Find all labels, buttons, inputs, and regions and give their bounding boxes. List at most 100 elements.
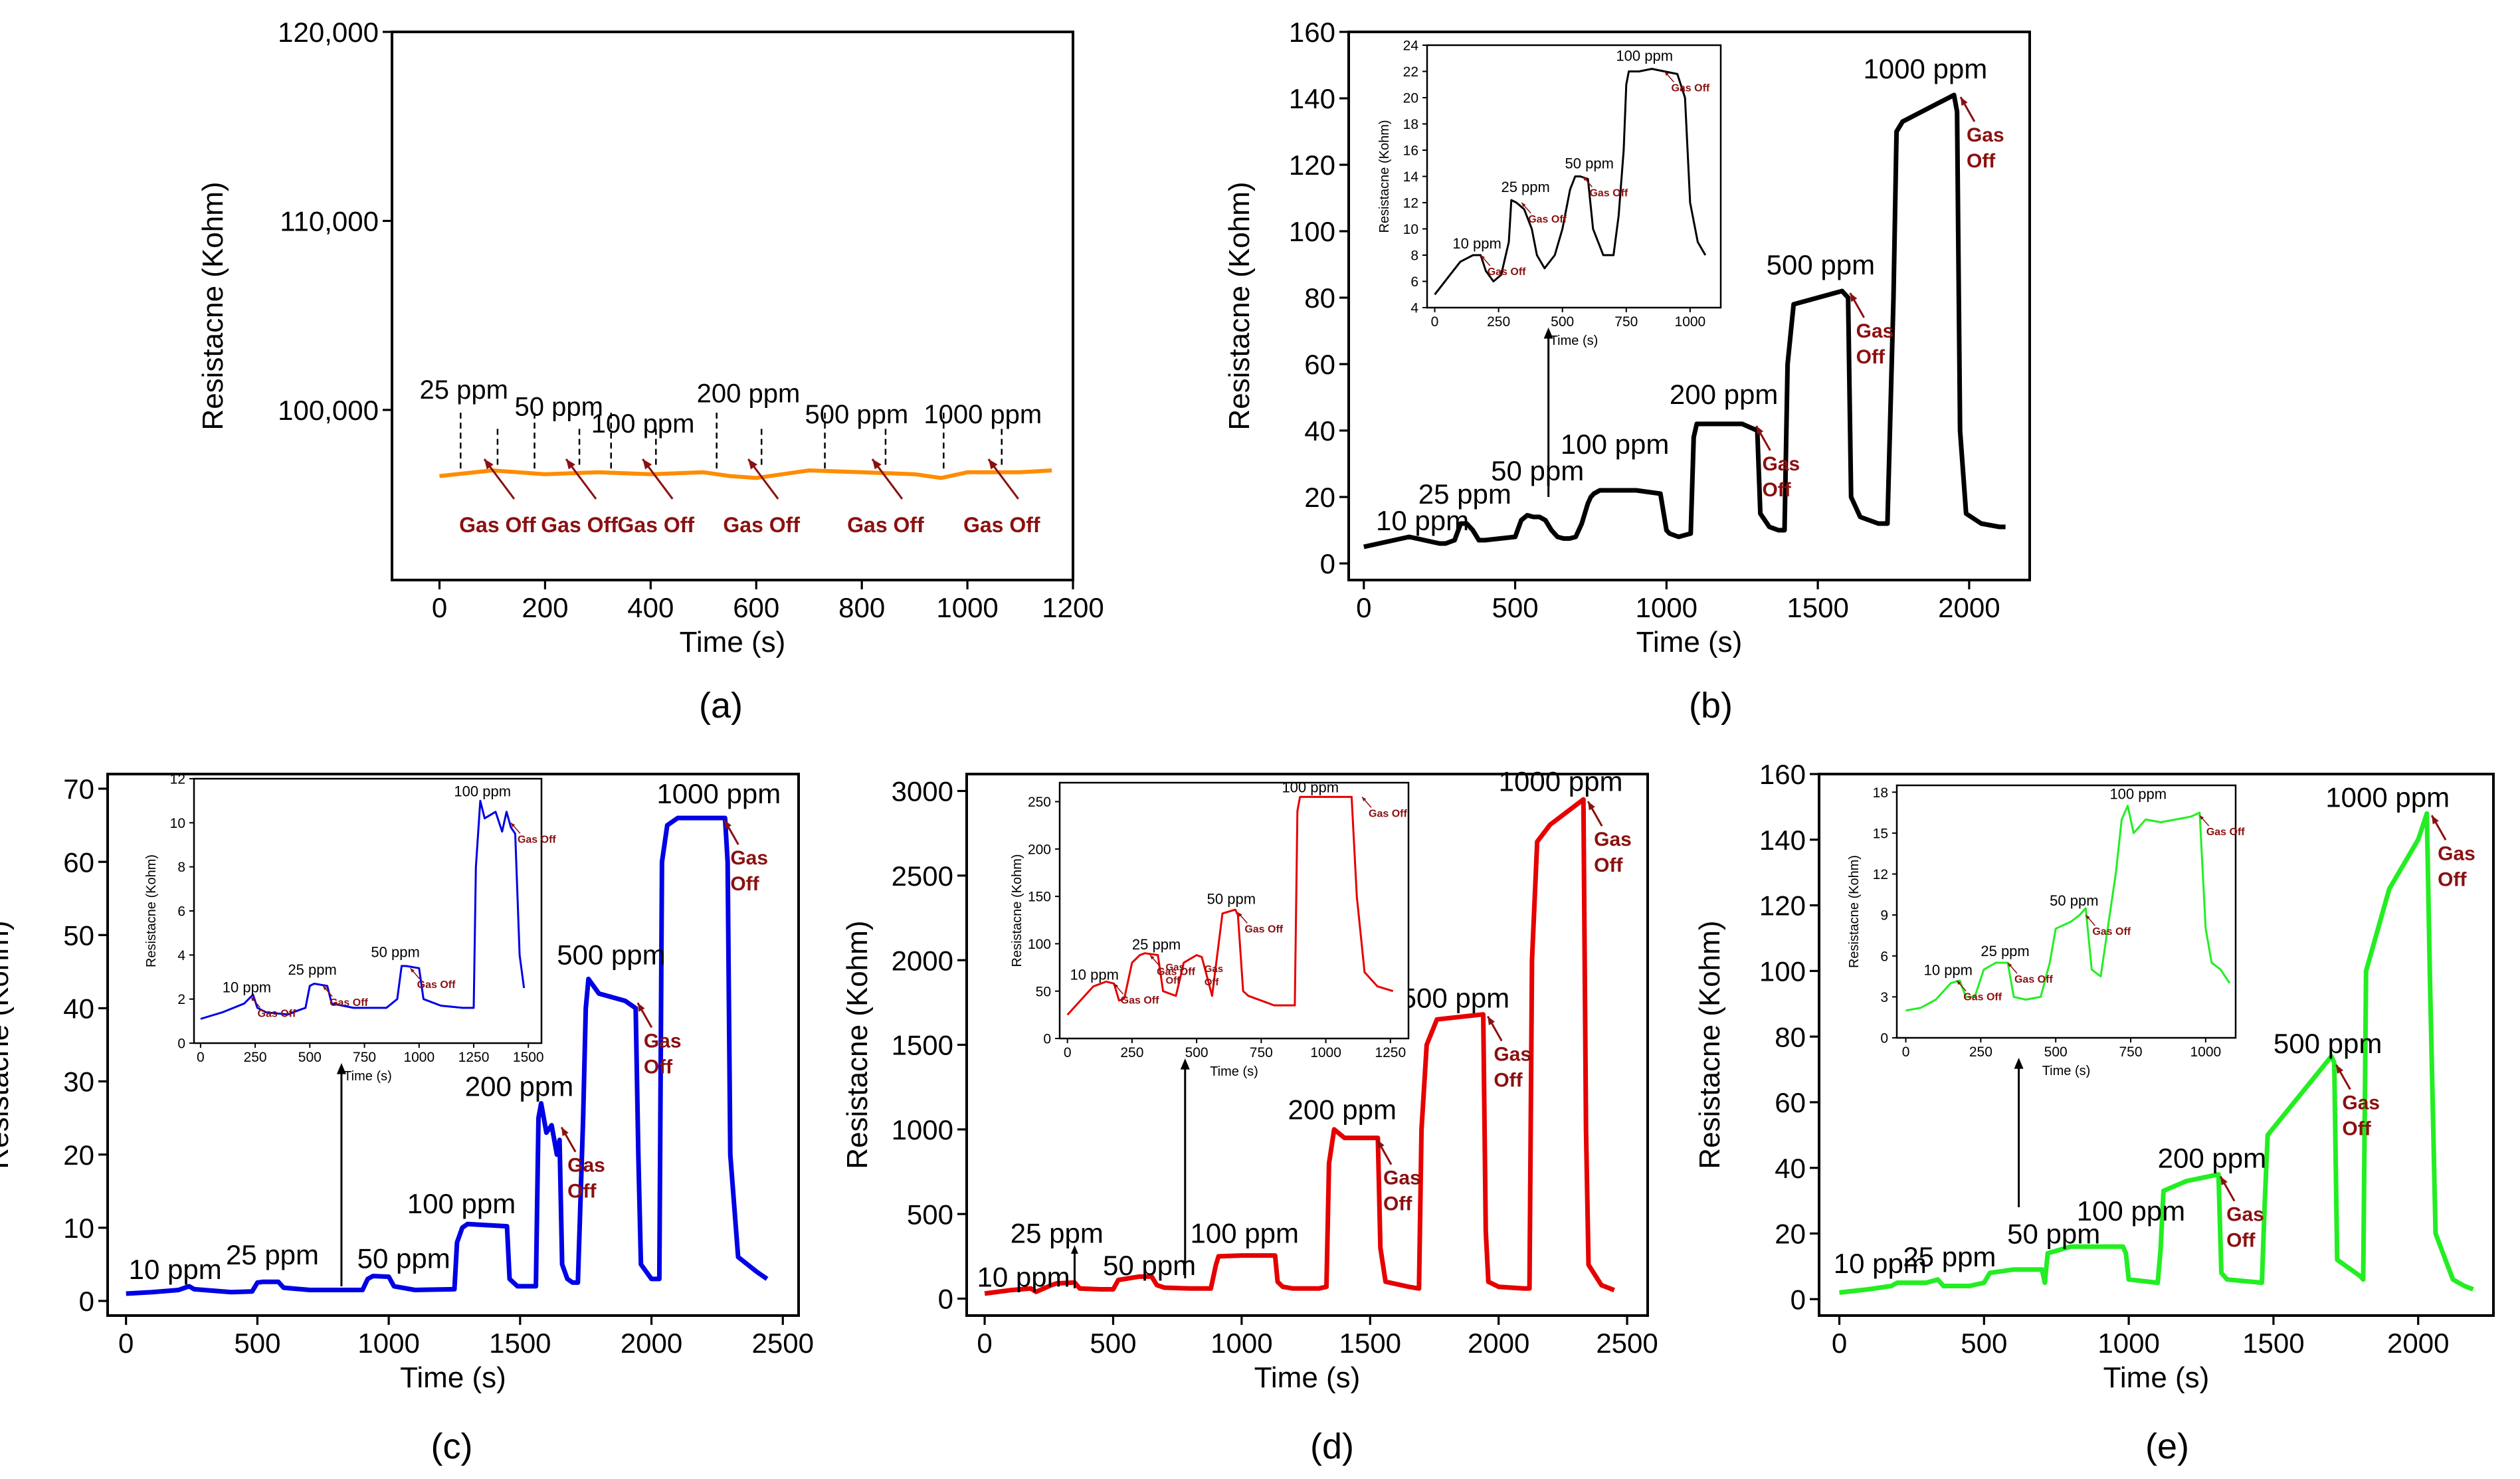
inset-chart: 0 250 500 750 1000 0 3 6 9 12 15 18 Time (s) Resistac… (1847, 784, 2245, 1078)
y-tick-label: 1000 (892, 1114, 953, 1145)
marker-label: 200 ppm (697, 379, 801, 409)
panel-label: (c) (431, 1427, 473, 1466)
peak-label: 100 ppm (1191, 1217, 1299, 1248)
gas-off-arrowhead (748, 458, 758, 470)
y-tick-label: 110,000 (280, 206, 379, 237)
y-tick-label: 60 (1304, 349, 1335, 380)
y-tick-label: 140 (1289, 83, 1335, 114)
inset-gas-off-label: Gas Off (1963, 992, 2002, 1003)
gas-off-label: Gas (1594, 829, 1632, 850)
gas-off-label: Gas (2226, 1204, 2264, 1226)
gas-off-arrowhead (1850, 293, 1858, 302)
y-tick-label: 50 (63, 920, 94, 951)
y-tick-label: 20 (1403, 91, 1418, 106)
y-tick-label: 30 (63, 1066, 94, 1098)
x-tick-label: 600 (733, 592, 779, 623)
x-tick-label: 1000 (357, 1328, 419, 1359)
gas-off-label: Off (1967, 150, 1996, 172)
inset-series-line (1434, 68, 1707, 296)
y-tick-label: 6 (1410, 274, 1418, 290)
gas-off-label: Off (644, 1056, 673, 1078)
x-tick-label: 0 (977, 1328, 992, 1359)
peak-label: 1000 ppm (1499, 765, 1623, 797)
y-tick-label: 60 (63, 846, 94, 878)
peak-label: 25 ppm (1011, 1217, 1104, 1248)
plot-frame (1347, 31, 2031, 581)
gas-off-label: Gas (1762, 453, 1800, 475)
inset-gas-off-label: Gas Off (1157, 967, 1195, 978)
peak-label: 50 ppm (357, 1242, 450, 1274)
peak-label: 200 ppm (1288, 1094, 1396, 1126)
gas-off-label: Off (1856, 346, 1886, 368)
inset-gas-off-label: Off (1205, 977, 1220, 988)
y-tick-label: 40 (1304, 415, 1335, 446)
x-tick-label: 1000 (2097, 1328, 2159, 1359)
gas-off-label: Gas Off (541, 513, 618, 537)
x-tick-label: 1250 (458, 1050, 490, 1065)
y-tick-label: 140 (1759, 825, 1806, 856)
inset-gas-off-label: Gas (1165, 961, 1184, 973)
y-tick-label: 0 (1043, 1032, 1051, 1047)
y-tick-label: 1500 (892, 1030, 953, 1061)
x-axis-label: Time (s) (400, 1361, 506, 1394)
x-tick-label: 500 (1185, 1045, 1209, 1060)
inset-peak-label: 100 ppm (2109, 786, 2167, 803)
peak-label: 50 ppm (1491, 455, 1584, 486)
gas-off-label: Gas Off (617, 513, 694, 537)
inset-peak-label: 100 ppm (1616, 48, 1673, 64)
y-axis-label: Resistacne (Kohm) (197, 181, 229, 430)
gas-off-label: Off (1594, 854, 1623, 876)
inset-chart: 0 250 500 750 1000 1250 0 50 100 150 200 250 Time (s… (1010, 779, 1410, 1079)
y-tick-label: 120,000 (278, 17, 379, 48)
y-tick-label: 0 (1320, 548, 1335, 579)
x-tick-label: 1250 (1375, 1045, 1406, 1060)
gas-off-arrowhead (872, 458, 882, 470)
y-tick-label: 100 (1289, 216, 1335, 247)
x-tick-label: 1500 (1787, 592, 1848, 623)
peak-label: 200 ppm (2158, 1143, 2266, 1174)
y-tick-label: 16 (1403, 144, 1418, 159)
peak-label: 500 ppm (2274, 1028, 2382, 1059)
x-tick-label: 400 (627, 592, 674, 623)
x-tick-label: 1000 (1310, 1045, 1341, 1060)
gas-off-arrowhead (2432, 815, 2439, 825)
inset-peak-label: 100 ppm (1282, 779, 1339, 795)
inset-series-line (1905, 805, 2231, 1012)
x-tick-label: 1500 (2242, 1328, 2304, 1359)
y-axis-label: Resistacne (Kohm) (1223, 181, 1256, 430)
y-tick-label: 8 (1410, 248, 1418, 264)
gas-off-label: Gas (644, 1030, 682, 1052)
peak-label: 200 ppm (1670, 379, 1778, 410)
inset-chart: 0 250 500 750 1000 4 6 8 10 12 14 16 18 20 22 24 Time (s… (1377, 39, 1722, 348)
y-tick-label: 160 (1289, 17, 1335, 48)
x-axis-label: Time (s) (1550, 334, 1599, 348)
gas-off-label: Gas (1494, 1044, 1531, 1066)
peak-label: 50 ppm (1103, 1250, 1196, 1281)
inset-peak-label: 50 ppm (1565, 155, 1614, 172)
y-tick-label: 6 (1880, 949, 1888, 964)
inset-arrowhead (1543, 328, 1553, 339)
peak-label: 500 ppm (1767, 249, 1875, 280)
inset-gas-off-arrowhead (1238, 912, 1242, 917)
gas-off-arrowhead (561, 1127, 569, 1137)
gas-off-label: Off (2226, 1230, 2256, 1252)
gas-off-label: Gas (1383, 1167, 1421, 1189)
peak-label: 200 ppm (465, 1071, 573, 1102)
y-tick-label: 160 (1759, 759, 1806, 790)
x-tick-label: 250 (1120, 1045, 1143, 1060)
gas-off-label: Off (1383, 1193, 1412, 1215)
y-axis-label: Resistacne (Kohm) (1694, 920, 1726, 1169)
y-axis-label: Resistacne (Kohm) (144, 854, 159, 967)
inset-gas-off-arrowhead (2199, 815, 2204, 820)
x-tick-label: 0 (197, 1050, 205, 1065)
gas-off-label: Gas (2438, 842, 2475, 864)
plot-frame (1058, 781, 1410, 1040)
x-tick-label: 750 (1250, 1045, 1273, 1060)
inset-gas-off-label: Gas Off (1589, 188, 1628, 199)
y-tick-label: 0 (1880, 1031, 1888, 1046)
x-tick-label: 2500 (1596, 1328, 1658, 1359)
peak-label: 1000 ppm (2325, 781, 2450, 813)
y-tick-label: 20 (1304, 482, 1335, 513)
inset-series-line (200, 799, 526, 1020)
x-tick-label: 1500 (489, 1328, 551, 1359)
